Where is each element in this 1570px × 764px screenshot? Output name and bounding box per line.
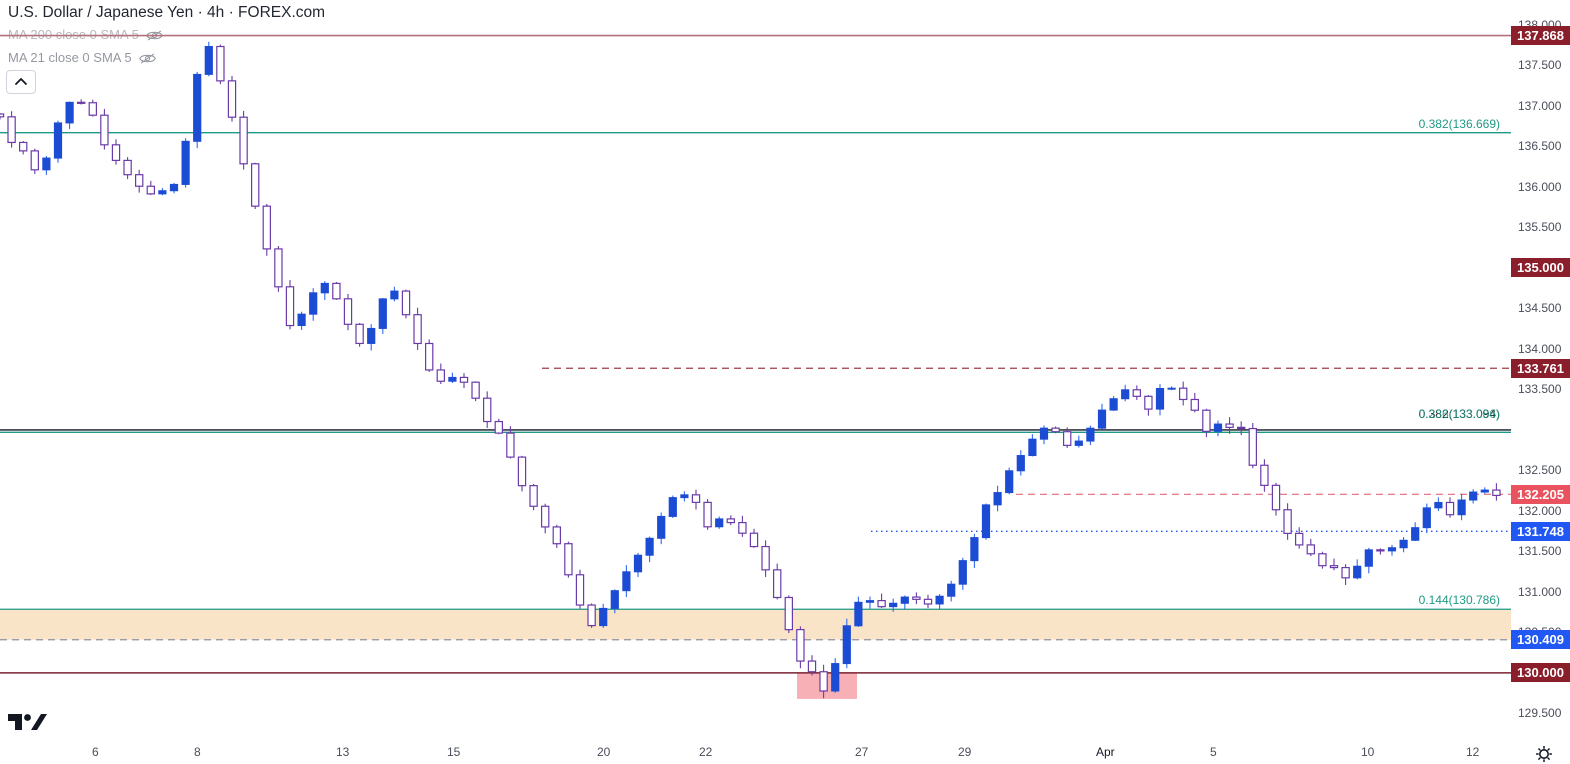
svg-text:0.236(133.086): 0.236(133.086) <box>1419 407 1500 421</box>
svg-text:0.382(136.669): 0.382(136.669) <box>1419 117 1500 131</box>
svg-text:0.144(130.786): 0.144(130.786) <box>1419 593 1500 607</box>
